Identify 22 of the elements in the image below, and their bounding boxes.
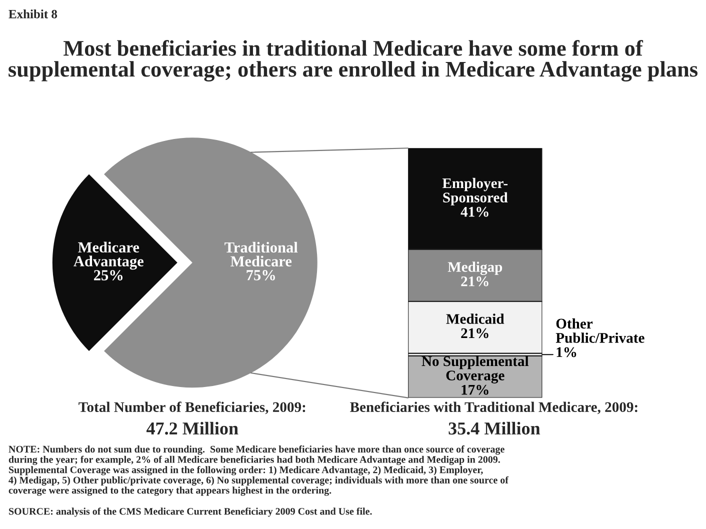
data-label: 21% — [461, 328, 488, 338]
data-label: 21% — [461, 276, 488, 286]
series-label: Employer- Sponsored — [442, 178, 508, 206]
text: Beneficiaries with Traditional Medicare, 2009: — [350, 402, 638, 414]
source-note: SOURCE: analysis of the CMS Medicare Current Beneficiary 2009 Cost and Use file. — [9, 508, 372, 517]
chart-subtitle: Exhibit 8 — [8, 10, 58, 18]
series-label: Medicaid — [446, 314, 504, 324]
text: NOTE: Numbers do not sum due to rounding. Some Medicare beneficiaries have more than once source of coverage during the year; for example, 2% of all Medicare beneficiaries had both Medicare Advantage and Medigap in 2009. Supplemental Coverage was assigned in the following order: 1) Medicare Advantage, 2) Medicaid, 3) Employer, 4) Medigap, 5) Other public/private coverage, 6) No supplemental coverage; individuals with more than one source of coverage were assigned to the category that appears highest in the ordering. — [8, 445, 509, 496]
data-label: 25% — [94, 270, 122, 280]
chart-title: Most beneficiaries in traditional Medicare have some form of supplemental coverage; others are enrolled in Medicare Advantage plans — [8, 40, 698, 82]
data-label: 41% — [460, 206, 488, 217]
series-label: No Supplemental Coverage — [422, 356, 529, 384]
data-label: 75% — [246, 270, 275, 280]
slice-label: Medicare Advantage — [74, 242, 144, 270]
series-label: Medigap — [448, 262, 502, 275]
text: Total Number of Beneficiaries, 2009: — [78, 402, 306, 414]
slice-label: Traditional Medicare — [224, 242, 298, 266]
text: 47.2 Million — [146, 422, 238, 435]
text: 35.4 Million — [448, 422, 540, 435]
series-label: Other Public/Private — [556, 318, 644, 343]
data-label: 1% — [556, 347, 576, 358]
data-label: 17% — [462, 384, 488, 395]
